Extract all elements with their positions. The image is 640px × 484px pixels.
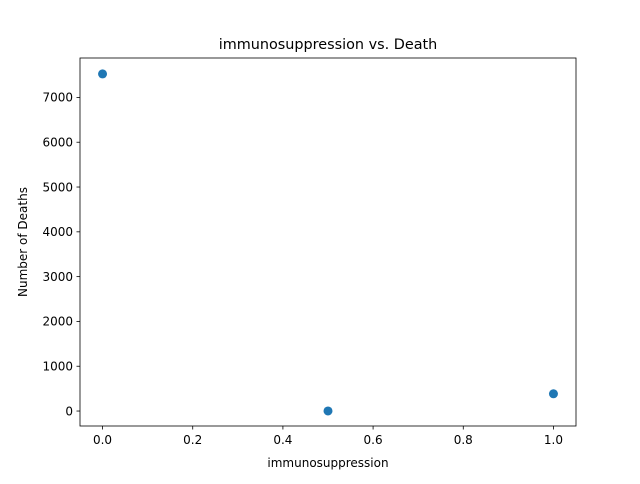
y-tick-label: 0 — [65, 404, 73, 418]
x-tick-label: 1.0 — [544, 433, 563, 447]
y-axis-label: Number of Deaths — [16, 187, 30, 297]
x-tick-label: 0.8 — [454, 433, 473, 447]
x-axis: 0.0 0.2 0.4 0.6 0.8 1.0 — [93, 426, 563, 447]
chart-title: immunosuppression vs. Death — [219, 37, 438, 53]
y-tick-label: 2000 — [42, 315, 73, 329]
x-tick-label: 0.4 — [273, 433, 292, 447]
data-point — [323, 406, 333, 416]
y-tick-label: 1000 — [42, 360, 73, 374]
plot-frame — [79, 57, 577, 427]
y-axis: 0 1000 2000 3000 4000 5000 6000 7000 — [42, 91, 80, 418]
y-tick-label: 5000 — [42, 180, 73, 194]
x-tick-label: 0.2 — [183, 433, 202, 447]
y-tick-label: 7000 — [42, 91, 73, 105]
x-axis-label: immunosuppression — [267, 456, 388, 470]
data-point — [98, 69, 108, 79]
x-tick-label: 0.0 — [93, 433, 112, 447]
x-tick-label: 0.6 — [364, 433, 383, 447]
y-tick-label: 4000 — [42, 225, 73, 239]
plot-area — [79, 57, 577, 427]
y-tick-label: 6000 — [42, 136, 73, 150]
data-point — [548, 389, 558, 399]
y-tick-label: 3000 — [42, 270, 73, 284]
data-points — [98, 69, 558, 416]
